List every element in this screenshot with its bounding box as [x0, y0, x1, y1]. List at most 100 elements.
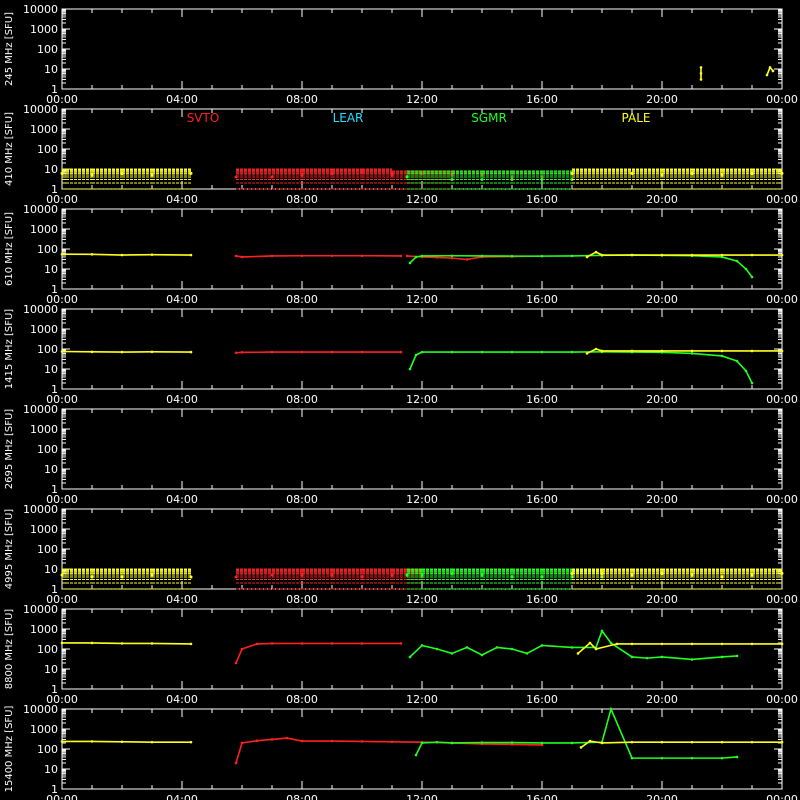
data-point	[690, 253, 694, 257]
x-tick-label: 04:00	[166, 93, 198, 106]
data-point	[540, 644, 544, 647]
series-pale	[60, 350, 193, 354]
data-point	[660, 740, 664, 744]
y-axis-label: 8800 MHz [SFU]	[4, 609, 15, 690]
data-point	[660, 253, 664, 257]
data-point	[399, 642, 403, 645]
panel-5: 1 10 100 1000 10000 00:00 04:00 08:00 12:00 16:00…	[4, 503, 798, 606]
data-point	[594, 647, 598, 651]
data-point	[120, 350, 124, 354]
data-point	[765, 73, 769, 77]
series-pale	[579, 739, 784, 749]
series-sgmr	[405, 568, 604, 590]
data-point	[720, 642, 724, 646]
data-point	[570, 741, 574, 745]
y-tick-label: 1000	[30, 523, 58, 536]
data-point	[540, 741, 544, 745]
data-point	[150, 173, 154, 177]
series-line	[235, 737, 543, 764]
y-tick-label: 10	[44, 63, 58, 76]
y-tick-label: 1	[51, 783, 58, 796]
x-tick-label: 00:00	[46, 93, 78, 106]
data-point	[750, 642, 754, 646]
y-tick-label: 1	[51, 283, 58, 296]
data-point	[270, 350, 274, 354]
data-point	[435, 740, 439, 744]
y-axis-label: 410 MHz [SFU]	[4, 112, 15, 186]
data-point	[450, 571, 454, 575]
x-tick-label: 00:00	[766, 493, 798, 506]
legend-sgmr: SGMR	[471, 111, 507, 125]
panel-7: 1 10 100 1000 10000 00:00 04:00 08:00 12:00 16:00…	[4, 703, 798, 800]
data-point	[750, 349, 754, 353]
data-point	[780, 740, 784, 744]
data-point	[720, 349, 724, 353]
data-point	[360, 575, 364, 579]
data-point	[420, 741, 424, 745]
x-tick-label: 08:00	[286, 93, 318, 106]
data-point	[480, 177, 484, 181]
y-tick-label: 10000	[23, 3, 58, 16]
x-tick-label: 16:00	[526, 593, 558, 606]
data-point	[405, 254, 409, 258]
data-point	[189, 253, 193, 257]
data-point	[510, 254, 514, 258]
x-tick-label: 12:00	[406, 693, 438, 706]
data-point	[330, 350, 334, 354]
data-point	[750, 275, 754, 279]
data-point	[360, 170, 364, 174]
x-tick-label: 20:00	[646, 393, 678, 406]
data-point	[690, 352, 694, 355]
data-point	[480, 741, 484, 744]
data-point	[660, 655, 664, 659]
data-point	[480, 350, 484, 354]
data-point	[189, 171, 193, 175]
data-point	[240, 351, 244, 354]
data-point	[780, 253, 784, 257]
x-tick-label: 00:00	[46, 193, 78, 206]
data-point	[540, 254, 544, 258]
series-line	[62, 642, 192, 645]
series-pale	[60, 568, 193, 590]
data-point	[720, 255, 724, 259]
data-point	[540, 575, 544, 579]
x-tick-label: 16:00	[526, 193, 558, 206]
data-point	[270, 738, 274, 741]
series-pale	[576, 641, 784, 655]
series-pale	[585, 347, 784, 355]
y-tick-label: 10000	[23, 403, 58, 416]
data-point	[450, 741, 454, 745]
data-point	[690, 349, 694, 353]
y-tick-label: 100	[37, 743, 58, 756]
data-point	[450, 254, 454, 258]
y-tick-label: 10	[44, 363, 58, 376]
y-axis-label: 2695 MHz [SFU]	[4, 409, 15, 490]
data-point	[510, 177, 514, 181]
y-tick-label: 1	[51, 483, 58, 496]
data-point	[360, 642, 364, 645]
data-point	[570, 646, 574, 649]
y-tick-label: 1000	[30, 23, 58, 36]
x-tick-label: 00:00	[766, 793, 798, 800]
data-point	[60, 573, 64, 577]
series-svto	[234, 568, 424, 590]
x-tick-label: 00:00	[46, 593, 78, 606]
series-pale	[585, 250, 784, 259]
x-tick-label: 16:00	[526, 793, 558, 800]
data-point	[630, 171, 634, 175]
data-point	[510, 741, 514, 744]
x-tick-label: 00:00	[766, 593, 798, 606]
series-sgmr	[414, 706, 739, 760]
y-tick-label: 10000	[23, 203, 58, 216]
x-tick-label: 20:00	[646, 293, 678, 306]
series-pale	[60, 740, 193, 744]
series-pale	[699, 66, 703, 81]
data-point	[360, 350, 364, 354]
data-point	[588, 641, 592, 645]
data-point	[540, 743, 544, 747]
panel-frame	[61, 408, 783, 490]
series-svto	[234, 642, 403, 665]
data-point	[270, 573, 274, 577]
data-point	[90, 575, 94, 579]
